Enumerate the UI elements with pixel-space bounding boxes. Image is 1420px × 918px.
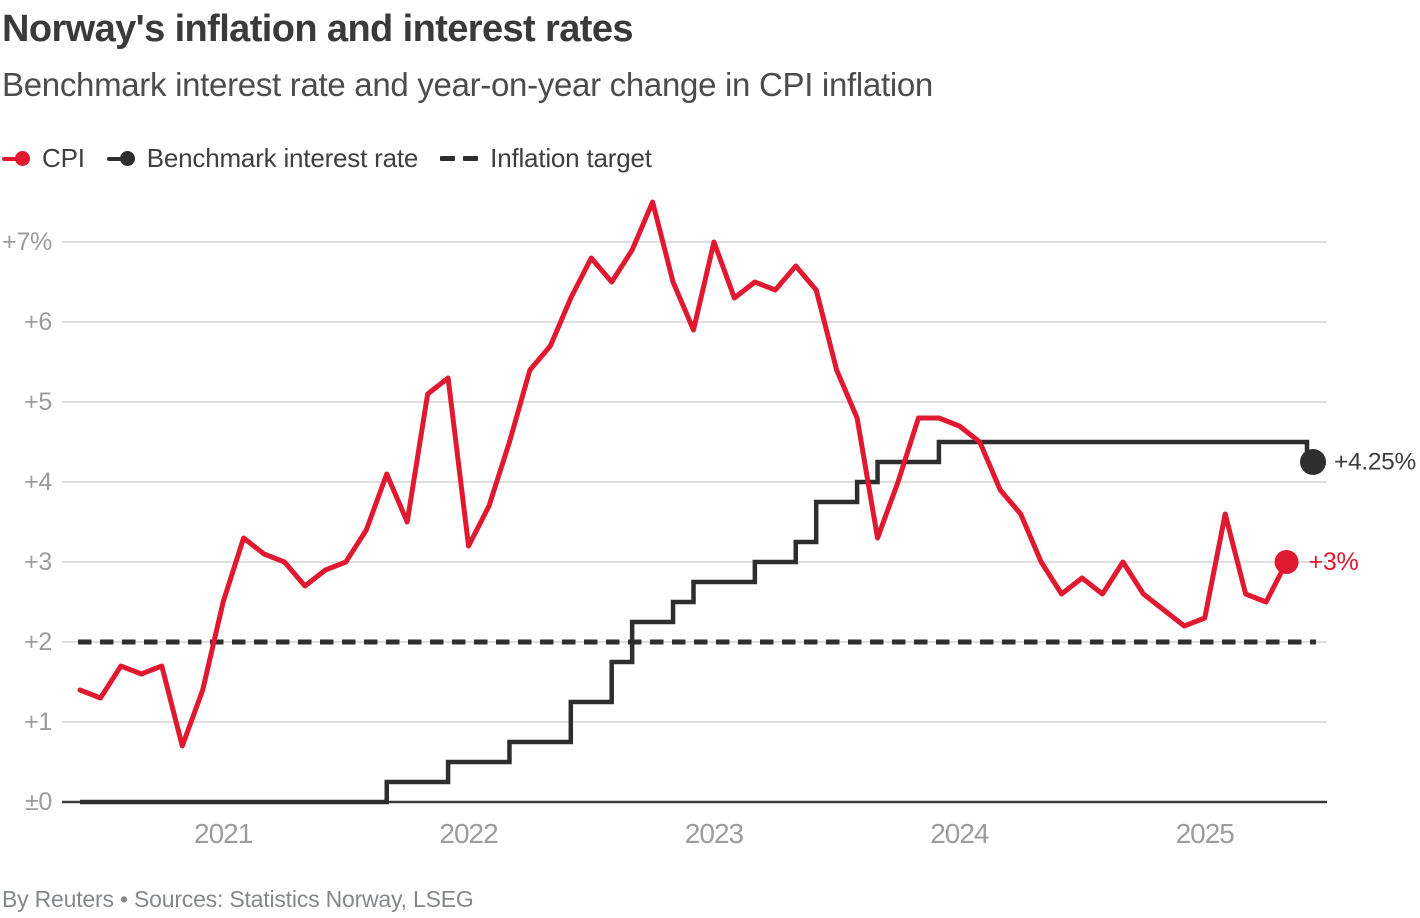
x-tick-label: 2023 — [685, 818, 744, 849]
y-tick-label: +6 — [24, 308, 52, 336]
x-tick-label: 2021 — [194, 818, 253, 849]
x-tick-label: 2024 — [930, 818, 989, 849]
legend-item-cpi: CPI — [2, 143, 85, 174]
legend-item-benchmark-rate: Benchmark interest rate — [106, 143, 419, 174]
y-tick-label: ±0 — [25, 788, 52, 816]
y-tick-label: +1 — [24, 708, 52, 736]
cpi-line-dot-icon — [2, 151, 30, 167]
legend-item-inflation-target: Inflation target — [440, 143, 652, 174]
cpi-line — [77, 199, 1290, 749]
dashed-line-icon — [440, 151, 479, 167]
cpi-end-dot — [1274, 550, 1299, 574]
legend-label-inflation-target: Inflation target — [490, 143, 652, 173]
x-tick-label: 2025 — [1176, 818, 1235, 849]
source-credit: By Reuters • Sources: Statistics Norway,… — [2, 886, 474, 912]
legend-label-benchmark-rate: Benchmark interest rate — [146, 143, 419, 173]
benchmark-rate-line — [80, 439, 1313, 805]
y-tick-label: +5 — [24, 388, 52, 416]
chart-subtitle: Benchmark interest rate and year-on-year… — [2, 66, 933, 103]
legend: CPI Benchmark interest rate Inflation ta… — [2, 143, 652, 174]
cpi-end-label: +3% — [1309, 548, 1359, 576]
x-tick-label: 2022 — [439, 818, 498, 849]
y-tick-label: +3 — [24, 548, 52, 576]
legend-label-cpi: CPI — [42, 143, 85, 173]
y-tick-label: +2 — [24, 628, 52, 656]
y-tick-label: +7% — [2, 228, 52, 256]
chart-title: Norway's inflation and interest rates — [2, 8, 633, 50]
rate-line-dot-icon — [106, 151, 135, 167]
rate-end-dot — [1300, 449, 1326, 475]
rate-end-label: +4.25% — [1334, 449, 1416, 476]
y-tick-label: +4 — [24, 468, 52, 496]
